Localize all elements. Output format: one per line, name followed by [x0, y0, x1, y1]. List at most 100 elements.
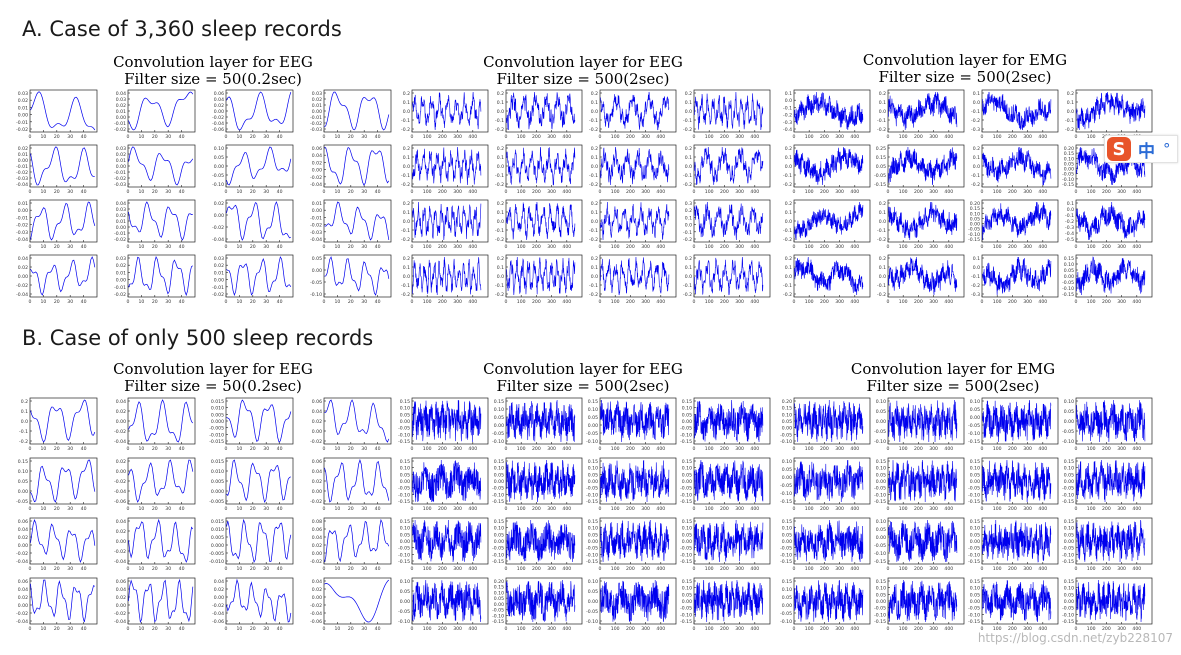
- y-tick-label: 0.015: [211, 399, 224, 405]
- y-tick-label: 0.01: [116, 270, 126, 276]
- y-tick-label: 0.00: [782, 426, 792, 432]
- x-tick-label: 0: [981, 244, 984, 250]
- waveform-line: [506, 579, 576, 623]
- b-emg-large-subplot: 0.15 0.10 0.05 0.00 -0.05 -0.100 100 200 300 400: [780, 577, 871, 632]
- y-tick-label: 0.1: [497, 265, 504, 271]
- x-tick-label: 400: [562, 626, 571, 632]
- x-tick-label: 300: [1023, 134, 1032, 140]
- x-tick-label: 300: [735, 189, 744, 195]
- y-tick-label: 0.15: [682, 519, 692, 525]
- y-tick-label: 0.02: [18, 265, 28, 271]
- y-tick-label: 0.10: [876, 466, 886, 472]
- ime-toolbar[interactable]: S 中 °: [1104, 135, 1178, 163]
- y-tick-label: 0.10: [782, 526, 792, 532]
- x-tick-label: 0: [599, 506, 602, 512]
- y-tick-label: 0.2: [785, 146, 792, 152]
- plot-frame: [29, 517, 98, 565]
- x-tick-label: 100: [423, 244, 432, 250]
- ime-punctuation-toggle[interactable]: °: [1163, 140, 1171, 158]
- x-tick-label: 10: [138, 244, 144, 250]
- x-tick-label: 0: [225, 566, 228, 572]
- x-tick-label: 10: [236, 446, 242, 452]
- y-tick-label: -0.10: [680, 432, 692, 438]
- y-tick-label: -0.02: [212, 292, 224, 298]
- x-tick-label: 300: [929, 566, 938, 572]
- x-tick-label: 0: [693, 244, 696, 250]
- x-tick-label: 100: [423, 446, 432, 452]
- y-tick-label: -0.1: [495, 228, 504, 234]
- y-tick-label: 0.2: [591, 146, 598, 152]
- ime-mode-toggle[interactable]: 中: [1138, 141, 1155, 162]
- x-tick-label: 10: [40, 244, 46, 250]
- y-tick-label: 0.10: [970, 586, 980, 592]
- x-tick-label: 400: [1038, 446, 1047, 452]
- waveform-line: [888, 579, 958, 623]
- y-tick-label: 0.00: [18, 113, 28, 119]
- x-tick-label: 300: [641, 446, 650, 452]
- a-eeg-small-subplot: 0.030.020.010.00-0.01-0.02-0.030 10 20 30 40: [310, 89, 392, 140]
- x-tick-label: 200: [1102, 506, 1111, 512]
- x-tick-label: 400: [656, 134, 665, 140]
- y-tick-label: -0.1: [971, 274, 980, 280]
- y-tick-label: 0.2: [973, 146, 980, 152]
- y-tick-label: 0.10: [876, 586, 886, 592]
- y-tick-label: -0.4: [783, 127, 792, 133]
- y-tick-label: -0.15: [1062, 619, 1074, 625]
- x-tick-label: 30: [165, 134, 171, 140]
- x-tick-label: 100: [423, 134, 432, 140]
- y-tick-label: -0.05: [1062, 486, 1074, 492]
- x-tick-label: 0: [505, 626, 508, 632]
- y-tick-label: 0.02: [116, 595, 126, 601]
- x-tick-label: 400: [944, 506, 953, 512]
- x-tick-label: 400: [1132, 299, 1141, 305]
- y-tick-label: 0.00: [876, 419, 886, 425]
- x-tick-label: 400: [750, 446, 759, 452]
- x-tick-label: 100: [517, 189, 526, 195]
- x-tick-label: 200: [1008, 446, 1017, 452]
- x-tick-label: 30: [165, 299, 171, 305]
- y-tick-label: -0.1: [401, 283, 410, 289]
- y-tick-label: 0.05: [312, 256, 322, 262]
- x-tick-label: 0: [693, 506, 696, 512]
- x-tick-label: 400: [468, 134, 477, 140]
- y-tick-label: 0.05: [400, 412, 410, 418]
- y-tick-label: 0.05: [970, 592, 980, 598]
- y-tick-label: -0.03: [310, 230, 322, 236]
- y-tick-label: 0.00: [312, 168, 322, 174]
- x-tick-label: 200: [820, 189, 829, 195]
- panel-a2-title-line2: Filter size = 500(2sec): [496, 70, 670, 88]
- x-tick-label: 400: [656, 506, 665, 512]
- x-tick-label: 10: [334, 244, 340, 250]
- y-tick-label: 0.00: [214, 213, 224, 219]
- y-tick-label: 0.01: [312, 201, 322, 207]
- y-tick-label: -0.10: [492, 613, 504, 619]
- y-tick-label: 0.00: [116, 603, 126, 609]
- y-tick-label: 0.0: [591, 109, 598, 115]
- y-tick-label: 0.00: [116, 225, 126, 231]
- x-tick-label: 30: [361, 244, 367, 250]
- y-tick-label: -0.10: [874, 492, 886, 498]
- y-tick-label: -0.04: [310, 611, 322, 617]
- y-tick-label: -0.4: [1065, 231, 1074, 237]
- y-tick-label: 0.015: [211, 519, 224, 525]
- b-emg-large-subplot: 0.10 0.05 0.00 -0.05 -0.100 100 200 300 400: [1062, 397, 1153, 452]
- x-tick-label: 400: [656, 244, 665, 250]
- y-tick-label: 0.05: [588, 415, 598, 421]
- sogou-logo-icon[interactable]: S: [1107, 137, 1131, 161]
- y-tick-label: 0.05: [1064, 532, 1074, 538]
- x-tick-label: 300: [735, 134, 744, 140]
- y-tick-label: -0.15: [780, 499, 792, 505]
- y-tick-label: -0.04: [212, 121, 224, 127]
- waveform-line: [1076, 519, 1146, 563]
- y-tick-label: 0.02: [18, 595, 28, 601]
- b-eeg-large-subplot: 0.150.100.050.00-0.05-0.10-0.150 100 200 30…: [680, 457, 771, 512]
- x-tick-label: 300: [1117, 626, 1126, 632]
- y-tick-label: -0.005: [209, 426, 224, 432]
- y-tick-label: 0.06: [18, 579, 28, 585]
- y-tick-label: 0.10: [588, 466, 598, 472]
- waveform-line: [412, 91, 482, 131]
- x-tick-label: 20: [54, 566, 60, 572]
